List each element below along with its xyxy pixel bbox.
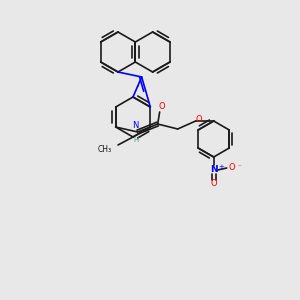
Text: O: O — [195, 115, 202, 124]
Text: N: N — [210, 166, 218, 175]
Text: N: N — [133, 121, 139, 130]
Text: O: O — [228, 163, 235, 172]
Text: O: O — [210, 178, 217, 188]
Text: ⁻: ⁻ — [238, 164, 242, 170]
Text: H: H — [133, 137, 138, 143]
Text: O: O — [158, 102, 165, 111]
Text: +: + — [219, 164, 225, 170]
Text: CH₃: CH₃ — [98, 145, 112, 154]
